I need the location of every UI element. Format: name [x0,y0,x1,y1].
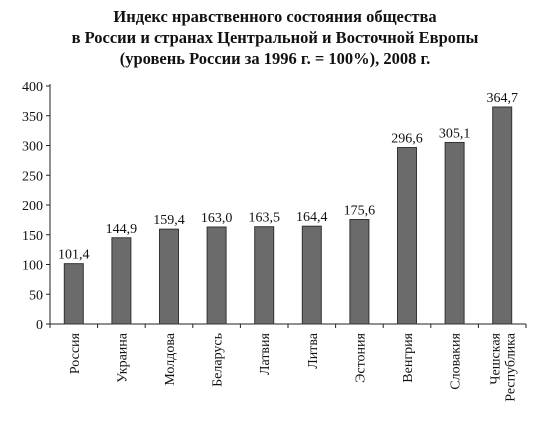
bar [349,219,370,325]
bar [492,106,513,325]
x-category-label: Литва [306,332,321,369]
bar [206,226,227,325]
bar [159,228,179,325]
x-category-label: Республика [504,332,519,402]
x-category-label: Молдова [163,332,178,385]
x-category-label: Россия [68,332,83,374]
bar-value-label: 296,6 [391,132,423,147]
y-tick-label: 400 [22,80,43,95]
bar-value-label: 101,4 [58,248,90,263]
bar [254,226,275,325]
x-category-label: Словакия [449,332,464,389]
x-category-label: Латвия [258,332,273,375]
x-category-label: Венгрия [401,332,416,382]
bar-value-label: 305,1 [439,126,471,141]
y-tick-label: 50 [29,288,43,303]
y-tick-label: 200 [22,199,43,214]
x-category-label: Украина [115,332,130,383]
bar-value-label: 164,4 [296,210,328,225]
y-tick-label: 250 [22,169,43,184]
bar [111,237,132,325]
chart-title-line-3: (уровень России за 1996 г. = 100%), 2008… [119,49,431,68]
chart-title-line-2: в России и странах Центральной и Восточн… [71,28,479,47]
bar-value-label: 159,4 [153,213,185,228]
x-category-label: Беларусь [211,333,226,387]
bar-value-label: 163,5 [248,211,280,226]
bar [63,263,84,325]
bar-value-label: 163,0 [201,211,233,226]
bar-value-label: 144,9 [106,222,138,237]
bar [397,147,417,325]
chart-title: Индекс нравственного состояния общества … [0,6,550,69]
bar [444,141,465,325]
x-category-label: Эстония [353,332,368,382]
chart-title-line-1: Индекс нравственного состояния общества [113,7,437,26]
y-tick-label: 150 [22,229,43,244]
bar-value-label: 175,6 [344,204,376,219]
y-tick-label: 350 [22,110,43,125]
y-tick-label: 100 [22,259,43,274]
x-category-label: Чешская [489,332,504,384]
bar [301,225,322,325]
y-tick-label: 0 [36,318,43,333]
bar-value-label: 364,7 [486,91,518,106]
y-tick-label: 300 [22,140,43,155]
